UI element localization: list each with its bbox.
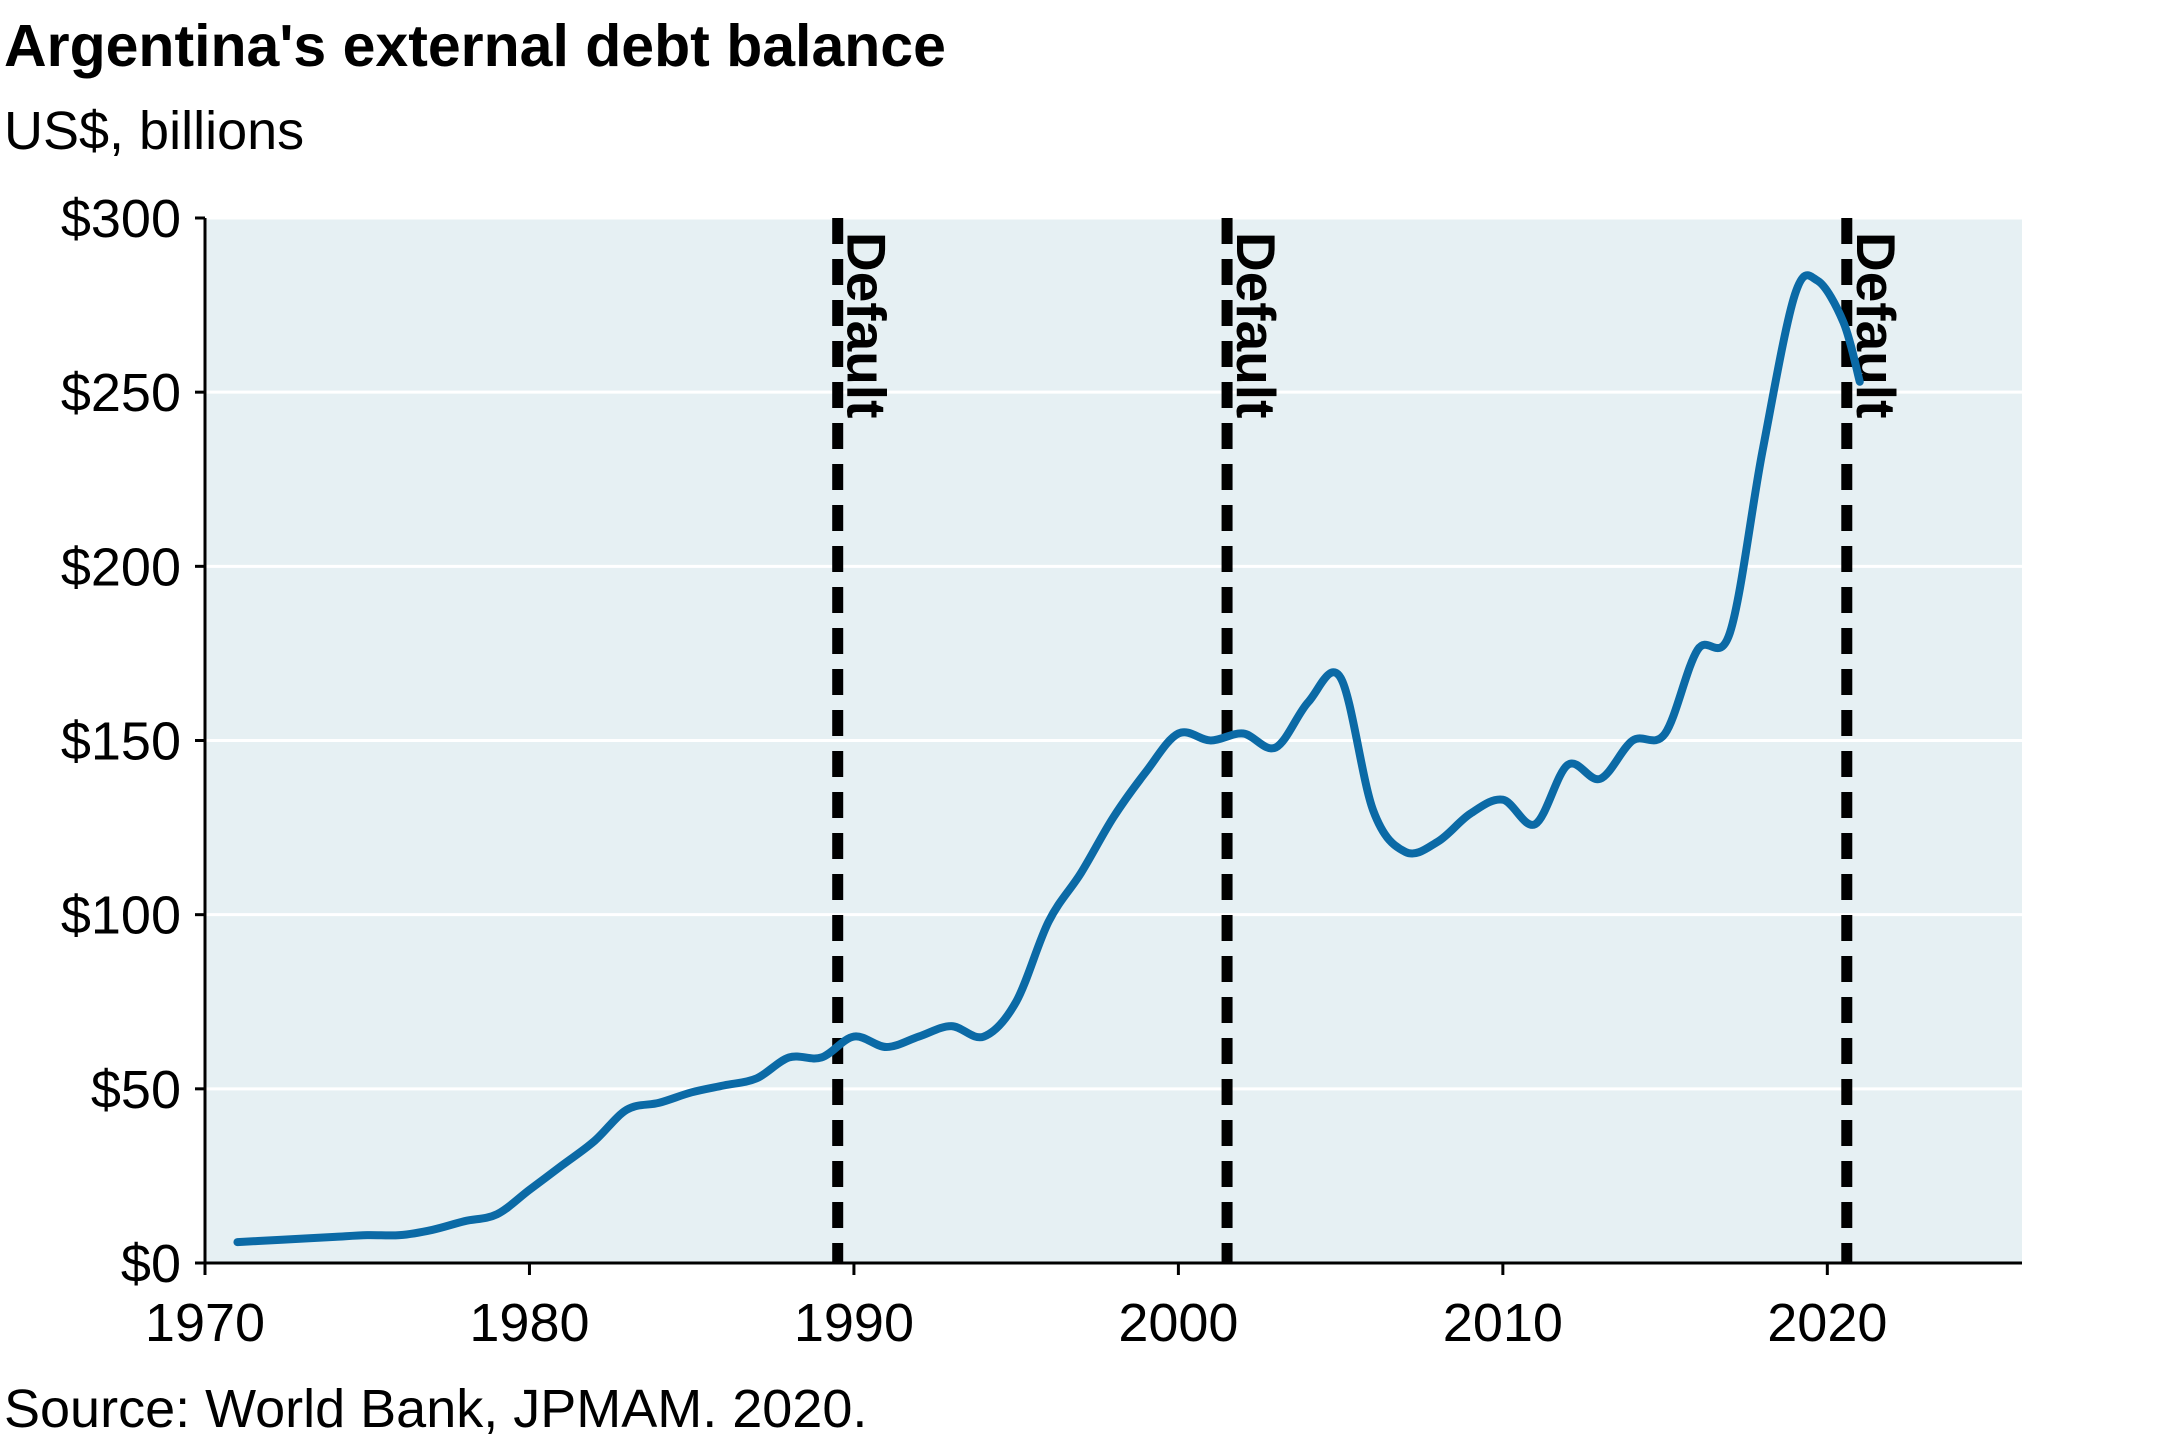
y-tick-label: $250: [61, 363, 181, 423]
x-tick-label: 1970: [145, 1293, 265, 1353]
y-tick-label: $50: [91, 1060, 181, 1120]
chart-title: Argentina's external debt balance: [4, 13, 946, 79]
default-marker-label: Default: [836, 232, 898, 418]
default-marker-label: Default: [1225, 232, 1287, 418]
x-tick-label: 2000: [1118, 1293, 1238, 1353]
y-tick-label: $200: [61, 537, 181, 597]
chart-subtitle: US$, billions: [4, 101, 305, 161]
x-tick-label: 2010: [1443, 1293, 1563, 1353]
y-tick-label: $0: [121, 1234, 181, 1294]
default-marker-label: Default: [1845, 232, 1907, 418]
y-tick-label: $150: [61, 712, 181, 772]
debt-series-line: [233, 271, 1864, 1247]
x-tick-label: 1980: [469, 1293, 589, 1353]
x-tick-label: 2020: [1767, 1293, 1887, 1353]
x-tick-label: 1990: [794, 1293, 914, 1353]
y-tick-label: $300: [61, 189, 181, 249]
source-note: Source: World Bank, JPMAM. 2020.: [4, 1379, 868, 1439]
y-tick-label: $100: [61, 886, 181, 946]
